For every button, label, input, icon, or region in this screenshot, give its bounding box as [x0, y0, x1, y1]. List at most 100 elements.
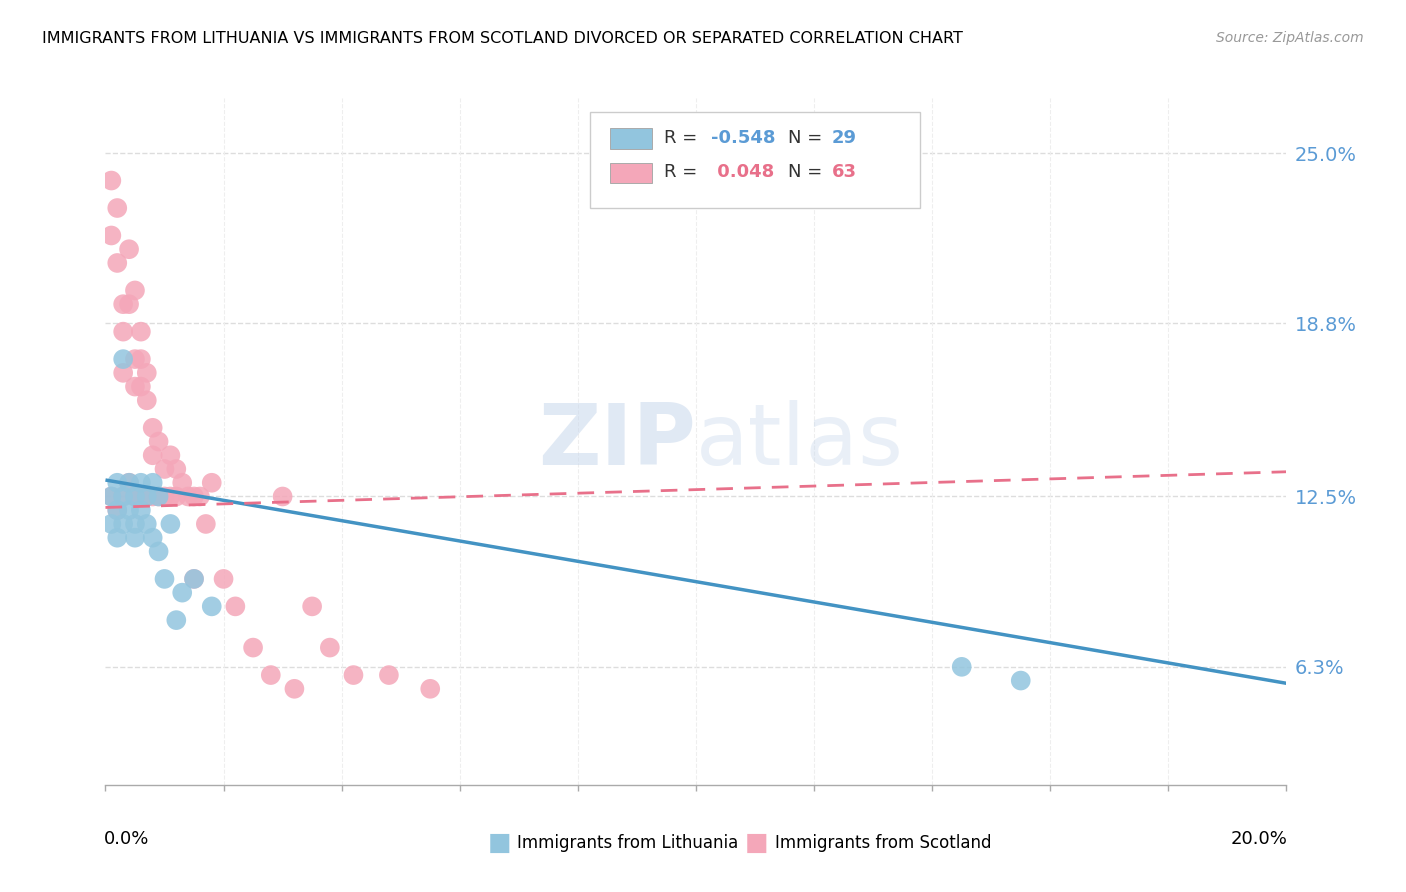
Text: 0.048: 0.048 — [711, 163, 775, 181]
Text: Immigrants from Scotland: Immigrants from Scotland — [775, 834, 991, 852]
Point — [201, 475, 224, 490]
Text: R =: R = — [664, 163, 703, 181]
Text: ■: ■ — [488, 831, 510, 855]
Point — [118, 242, 141, 256]
Point — [112, 325, 135, 339]
Point — [105, 503, 128, 517]
Point — [165, 462, 187, 476]
Text: R =: R = — [664, 129, 703, 147]
Point — [242, 640, 264, 655]
Point — [118, 475, 141, 490]
Point — [142, 421, 165, 435]
Point — [342, 668, 364, 682]
Point — [183, 490, 205, 504]
Point — [153, 462, 176, 476]
Point — [112, 516, 135, 531]
Point — [124, 531, 146, 545]
Point — [124, 516, 146, 531]
Point — [129, 490, 152, 504]
Point — [159, 490, 181, 504]
Point — [105, 503, 128, 517]
Point — [224, 599, 246, 614]
FancyBboxPatch shape — [610, 128, 652, 149]
Point — [177, 490, 200, 504]
Text: ZIP: ZIP — [538, 400, 696, 483]
Point — [124, 379, 146, 393]
Point — [118, 297, 141, 311]
Point — [112, 490, 135, 504]
Point — [100, 228, 122, 243]
Point — [159, 448, 181, 462]
Point — [950, 660, 973, 674]
Text: IMMIGRANTS FROM LITHUANIA VS IMMIGRANTS FROM SCOTLAND DIVORCED OR SEPARATED CORR: IMMIGRANTS FROM LITHUANIA VS IMMIGRANTS … — [42, 31, 963, 46]
Point — [124, 490, 146, 504]
Point — [142, 490, 165, 504]
Point — [165, 613, 187, 627]
Point — [1010, 673, 1032, 688]
Point — [260, 668, 283, 682]
Point — [378, 668, 401, 682]
Point — [148, 490, 170, 504]
Point — [100, 490, 122, 504]
Point — [148, 434, 170, 449]
Text: N =: N = — [789, 163, 828, 181]
Point — [319, 640, 342, 655]
Point — [301, 599, 323, 614]
Point — [172, 585, 194, 599]
Point — [129, 475, 152, 490]
Point — [100, 173, 122, 187]
Point — [153, 490, 176, 504]
Text: 29: 29 — [832, 129, 856, 147]
Point — [129, 503, 152, 517]
FancyBboxPatch shape — [589, 112, 921, 208]
Point — [419, 681, 441, 696]
Point — [183, 572, 205, 586]
Point — [201, 599, 224, 614]
Point — [112, 490, 135, 504]
Point — [124, 490, 146, 504]
Point — [183, 572, 205, 586]
Point — [188, 490, 211, 504]
Point — [212, 572, 235, 586]
Point — [172, 475, 194, 490]
Text: Source: ZipAtlas.com: Source: ZipAtlas.com — [1216, 31, 1364, 45]
Text: Immigrants from Lithuania: Immigrants from Lithuania — [517, 834, 738, 852]
Text: -0.548: -0.548 — [711, 129, 776, 147]
Point — [105, 256, 128, 270]
Point — [100, 516, 122, 531]
Text: 0.0%: 0.0% — [104, 830, 149, 847]
Point — [129, 325, 152, 339]
Point — [118, 503, 141, 517]
Point — [135, 490, 157, 504]
Point — [271, 490, 294, 504]
Point — [124, 284, 146, 298]
Point — [105, 475, 128, 490]
Point — [148, 490, 170, 504]
Point — [100, 490, 122, 504]
Point — [135, 366, 157, 380]
Text: 63: 63 — [832, 163, 856, 181]
Point — [159, 516, 181, 531]
Point — [135, 516, 157, 531]
Point — [112, 297, 135, 311]
Point — [142, 531, 165, 545]
Point — [135, 393, 157, 408]
Point — [283, 681, 305, 696]
Point — [148, 544, 170, 558]
Point — [129, 352, 152, 367]
Point — [142, 448, 165, 462]
Point — [124, 352, 146, 367]
Point — [105, 531, 128, 545]
Point — [129, 379, 152, 393]
Point — [112, 366, 135, 380]
Text: N =: N = — [789, 129, 828, 147]
Point — [153, 572, 176, 586]
Point — [118, 475, 141, 490]
Text: atlas: atlas — [696, 400, 904, 483]
Text: 20.0%: 20.0% — [1230, 830, 1288, 847]
Point — [194, 516, 217, 531]
FancyBboxPatch shape — [610, 162, 652, 183]
Point — [135, 490, 157, 504]
Point — [105, 201, 128, 215]
Text: ■: ■ — [745, 831, 768, 855]
